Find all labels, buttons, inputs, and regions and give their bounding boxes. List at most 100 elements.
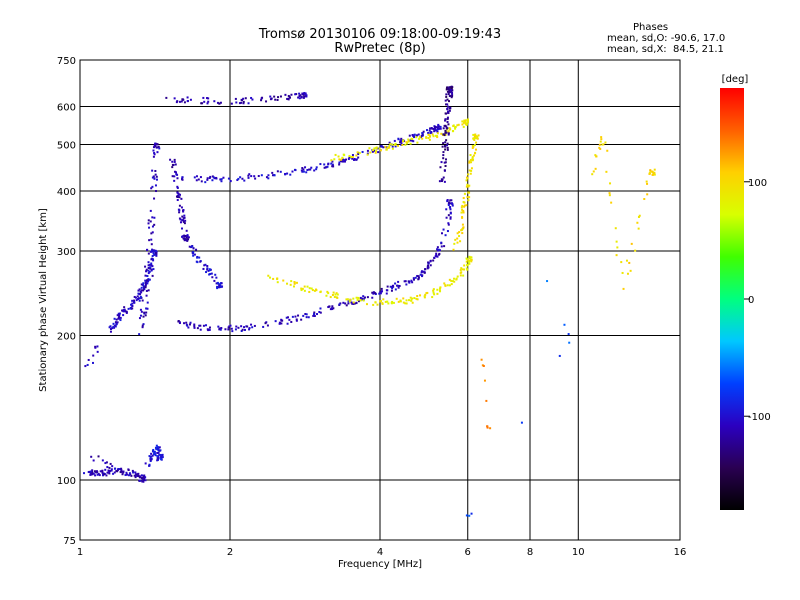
- data-point: [388, 141, 391, 144]
- data-point: [421, 137, 424, 140]
- data-point: [443, 169, 446, 172]
- data-point: [337, 155, 340, 158]
- data-point: [216, 285, 219, 288]
- data-point: [149, 266, 152, 269]
- data-point: [199, 176, 202, 179]
- data-point: [205, 271, 208, 274]
- data-point: [651, 173, 654, 176]
- data-point: [451, 280, 454, 283]
- data-point: [444, 131, 447, 134]
- data-point: [397, 300, 400, 303]
- data-point: [446, 98, 449, 101]
- data-point: [153, 450, 156, 453]
- data-point: [147, 289, 150, 292]
- data-point: [386, 300, 389, 303]
- data-point: [282, 279, 285, 282]
- data-point: [323, 166, 326, 169]
- data-point: [435, 252, 438, 255]
- data-point: [224, 328, 227, 331]
- data-point: [300, 169, 303, 172]
- data-point: [302, 170, 305, 173]
- data-point: [376, 303, 379, 306]
- data-point: [152, 268, 155, 271]
- data-point: [145, 311, 148, 314]
- data-point: [427, 264, 430, 267]
- data-point: [187, 326, 190, 329]
- data-point: [208, 269, 211, 272]
- data-point: [184, 219, 187, 222]
- data-point: [334, 293, 337, 296]
- data-point: [171, 160, 174, 163]
- data-point: [118, 312, 121, 315]
- data-point: [208, 273, 211, 276]
- data-point: [423, 296, 426, 299]
- data-point: [183, 222, 186, 225]
- data-point: [286, 316, 289, 319]
- data-point: [339, 160, 342, 163]
- data-point: [470, 256, 473, 259]
- data-point: [311, 289, 314, 292]
- data-point: [97, 455, 100, 458]
- data-point: [301, 287, 304, 290]
- data-point: [260, 174, 263, 177]
- data-point: [332, 165, 335, 168]
- data-point: [119, 471, 122, 474]
- data-point: [413, 133, 416, 136]
- y-tick-label: 600: [57, 103, 76, 114]
- data-point: [404, 302, 407, 305]
- data-point: [592, 170, 595, 173]
- data-point: [303, 289, 306, 292]
- data-point: [379, 290, 382, 293]
- data-point: [438, 252, 441, 255]
- data-point: [355, 301, 358, 304]
- data-point: [476, 135, 479, 138]
- data-point: [89, 470, 92, 473]
- data-point: [151, 169, 154, 172]
- data-point: [437, 123, 440, 126]
- data-point: [460, 206, 463, 209]
- data-point: [353, 157, 356, 160]
- data-point: [176, 100, 179, 103]
- data-point: [103, 473, 106, 476]
- data-point: [319, 163, 322, 166]
- data-point: [181, 227, 184, 230]
- data-point: [326, 165, 329, 168]
- data-point: [610, 201, 613, 204]
- data-point: [228, 325, 231, 328]
- data-point: [471, 146, 474, 149]
- data-point: [290, 320, 293, 323]
- data-point: [148, 463, 151, 466]
- data-point: [209, 272, 212, 275]
- y-tick-label: 750: [57, 56, 76, 67]
- data-point: [391, 287, 394, 290]
- data-point: [181, 215, 184, 218]
- data-point: [180, 197, 183, 200]
- data-point: [159, 457, 162, 460]
- data-point: [147, 252, 150, 255]
- data-point: [217, 282, 220, 285]
- data-point: [450, 283, 453, 286]
- data-point: [447, 132, 450, 135]
- data-point: [331, 160, 334, 163]
- data-point: [461, 123, 464, 126]
- data-point: [600, 138, 603, 141]
- data-point: [388, 146, 391, 149]
- data-point: [380, 287, 383, 290]
- data-point: [279, 170, 282, 173]
- data-point: [352, 301, 355, 304]
- data-point: [384, 145, 387, 148]
- data-point: [395, 297, 398, 300]
- data-point: [375, 147, 378, 150]
- data-point: [453, 277, 456, 280]
- data-point: [646, 193, 649, 196]
- data-point: [206, 102, 209, 105]
- data-point: [444, 133, 447, 136]
- data-point: [244, 97, 247, 100]
- data-point: [181, 178, 184, 181]
- data-point: [599, 147, 602, 150]
- data-point: [108, 472, 111, 475]
- data-point: [120, 470, 123, 473]
- data-point: [237, 326, 240, 329]
- data-point: [111, 327, 114, 330]
- data-point: [461, 228, 464, 231]
